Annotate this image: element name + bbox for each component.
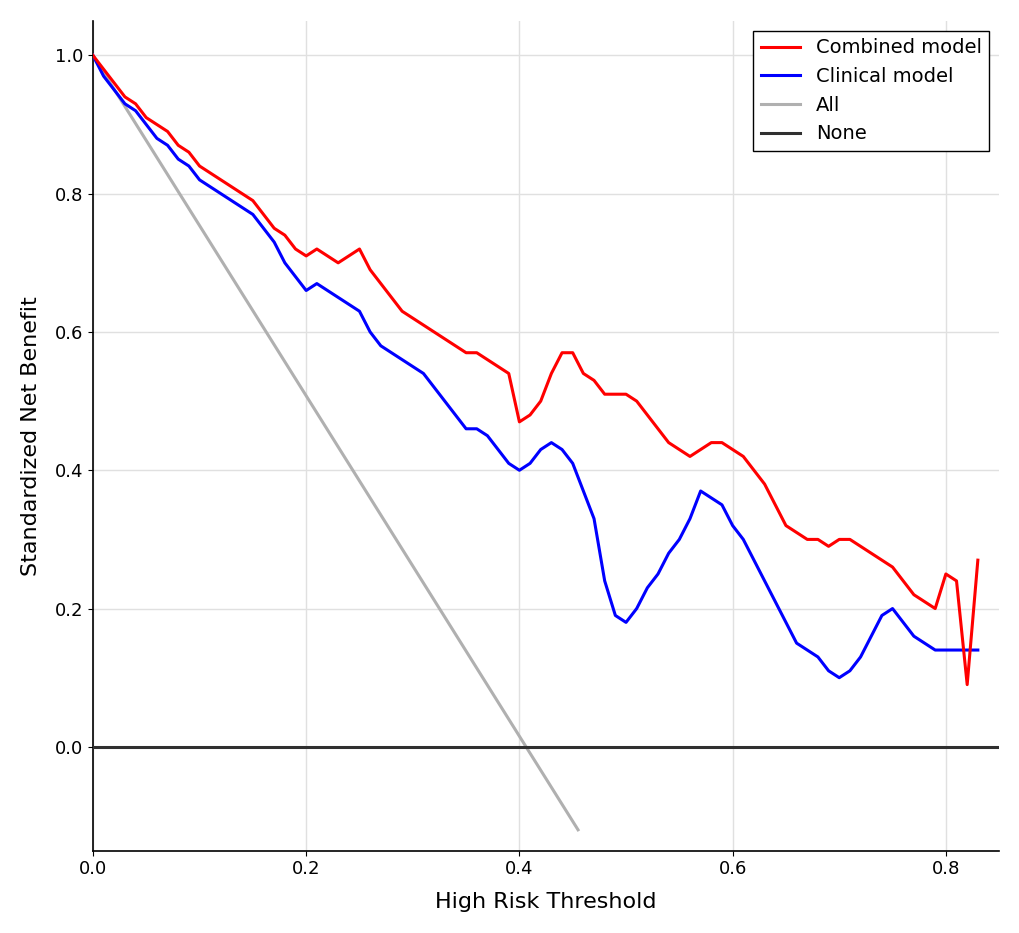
Clinical model — [98, 71, 110, 82]
Combined model — [481, 354, 493, 365]
Line: Clinical model: Clinical model — [93, 55, 977, 677]
Clinical model — [800, 645, 812, 656]
Clinical model — [758, 576, 770, 587]
Combined model — [960, 679, 972, 690]
Combined model — [971, 554, 983, 565]
Combined model — [140, 112, 152, 123]
Clinical model — [481, 430, 493, 441]
Line: Combined model: Combined model — [93, 55, 977, 685]
Y-axis label: Standardized Net Benefit: Standardized Net Benefit — [20, 296, 41, 576]
Clinical model — [971, 645, 983, 656]
Legend: Combined model, Clinical model, All, None: Combined model, Clinical model, All, Non… — [753, 31, 988, 151]
Combined model — [800, 534, 812, 545]
X-axis label: High Risk Threshold: High Risk Threshold — [435, 892, 656, 912]
Combined model — [758, 479, 770, 490]
Combined model — [98, 63, 110, 75]
Clinical model — [140, 118, 152, 130]
Clinical model — [524, 458, 536, 469]
Combined model — [87, 49, 99, 61]
Clinical model — [833, 672, 845, 683]
Clinical model — [87, 49, 99, 61]
Combined model — [524, 410, 536, 421]
